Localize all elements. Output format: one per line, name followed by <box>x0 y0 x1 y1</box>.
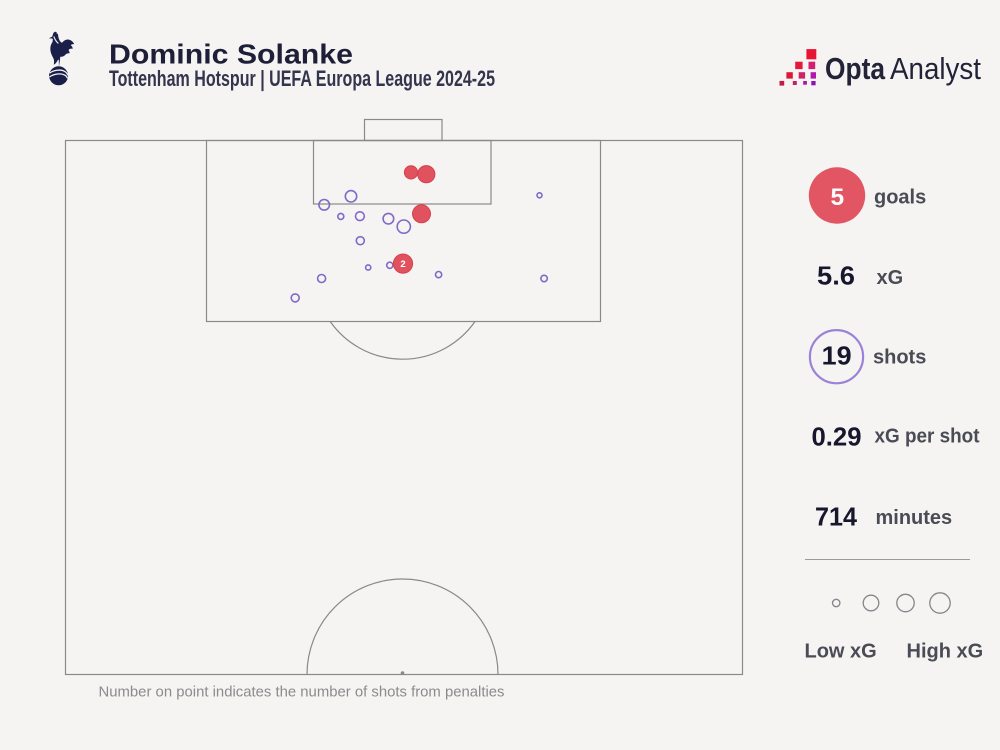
svg-text:5: 5 <box>830 184 844 211</box>
svg-text:xG per shot: xG per shot <box>875 426 980 448</box>
svg-text:Number on point indicates the: Number on point indicates the number of … <box>99 684 505 701</box>
svg-text:714: 714 <box>815 503 858 531</box>
svg-text:2: 2 <box>400 259 405 270</box>
svg-text:xG: xG <box>877 267 904 289</box>
svg-text:minutes: minutes <box>876 507 953 529</box>
svg-text:shots: shots <box>873 346 926 368</box>
svg-text:Dominic Solanke: Dominic Solanke <box>109 39 353 70</box>
svg-text:Low xG: Low xG <box>805 641 877 663</box>
svg-text:Analyst: Analyst <box>890 51 981 86</box>
svg-text:0.29: 0.29 <box>812 424 862 452</box>
svg-text:19: 19 <box>822 343 852 371</box>
svg-text:Tottenham Hotspur | UEFA Europ: Tottenham Hotspur | UEFA Europa League 2… <box>109 66 495 91</box>
svg-text:goals: goals <box>874 187 926 209</box>
svg-text:Opta: Opta <box>825 51 886 86</box>
svg-text:High xG: High xG <box>907 641 984 663</box>
svg-text:5.6: 5.6 <box>817 263 855 291</box>
